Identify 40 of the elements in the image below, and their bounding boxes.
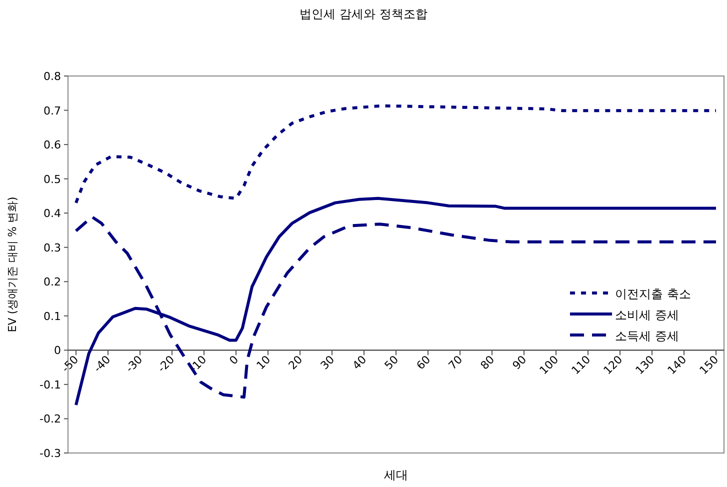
- x-tick-label: 80: [478, 353, 498, 372]
- line-series: [74, 104, 718, 204]
- x-tick-label: 100: [537, 353, 562, 378]
- x-tick-label: 30: [318, 353, 338, 372]
- y-tick-label: 0.1: [44, 310, 61, 323]
- x-tick-label: 130: [633, 353, 658, 378]
- legend-label: 소비세 증세: [615, 308, 679, 322]
- legend-label: 이전지출 축소: [615, 287, 691, 301]
- x-tick-label: 60: [414, 353, 434, 372]
- x-tick-label: 150: [697, 353, 722, 378]
- y-axis-title: EV (생애기준 대비 % 변화): [6, 196, 19, 332]
- y-tick-label: 0: [54, 344, 61, 358]
- legend-label: 소득세 증세: [615, 329, 679, 343]
- y-tick-label: -0.1: [40, 378, 61, 392]
- x-tick-label: 90: [510, 353, 530, 372]
- x-tick-label: -10: [187, 353, 210, 376]
- x-tick-label: 40: [350, 353, 370, 372]
- y-tick-label: -0.3: [40, 447, 61, 460]
- x-tick-label: 50: [382, 353, 402, 372]
- y-tick-label: 0.3: [44, 241, 61, 254]
- x-tick-label: 110: [569, 353, 594, 378]
- y-tick-label: 0.4: [44, 207, 61, 220]
- x-tick-label: -50: [59, 353, 82, 376]
- y-tick-label: 0.5: [44, 172, 61, 186]
- x-tick-label: 10: [254, 353, 274, 372]
- y-tick-label: 0.7: [44, 104, 61, 118]
- x-tick-label: 20: [286, 353, 306, 372]
- x-tick-label: 120: [601, 353, 626, 378]
- y-tick-label: 0.8: [44, 70, 61, 83]
- x-axis-title: 세대: [384, 468, 408, 482]
- x-tick-label: -20: [155, 353, 178, 376]
- y-tick-label: 0.2: [44, 276, 61, 289]
- x-tick-label: 0: [226, 353, 242, 368]
- x-tick-label: -40: [91, 353, 114, 376]
- chart-title: 법인세 감세와 정책조합: [300, 7, 428, 21]
- y-tick-label: -0.2: [40, 412, 61, 426]
- x-tick-label: 70: [446, 353, 466, 372]
- x-tick-label: -30: [123, 353, 146, 376]
- y-tick-label: 0.6: [44, 138, 61, 152]
- x-tick-label: 140: [665, 353, 690, 378]
